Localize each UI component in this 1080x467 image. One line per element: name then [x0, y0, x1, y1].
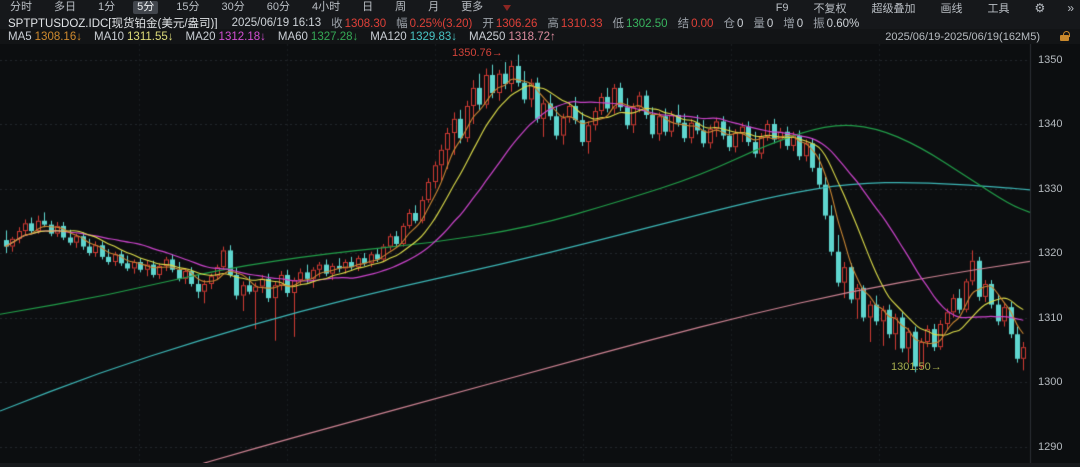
tab-月[interactable]: 月: [428, 1, 440, 13]
candlestick-chart-area[interactable]: 1350 1340 1330 1320 1310 1300 1290 1350.76→ 1301…: [0, 44, 1080, 467]
price-annotation-1: 1301.50→: [891, 361, 942, 373]
unlock-icon[interactable]: [1060, 31, 1070, 41]
menu-工具[interactable]: 工具: [987, 2, 1010, 15]
period-tab-bar: 分时 多日 1分 5分 15分 30分 60分 4小时 日 周 月 更多 F9 不复权 超级叠加 画线 工具 ⚙…: [0, 0, 1080, 15]
y-axis-label-1330: 1330: [1038, 182, 1063, 195]
ma-legend-MA60: MA60 1327.28↓: [277, 30, 359, 43]
ma-legend-bar: MA5 1308.16↓ MA10 1311.55↓ MA20 1312.18↓ MA60 1…: [0, 29, 1080, 44]
tab-分时[interactable]: 分时: [10, 1, 32, 13]
quote-field-低: 低 1302.50: [612, 17, 668, 30]
y-axis-label-1350: 1350: [1038, 53, 1063, 66]
quote-field-结: 结 0.00: [677, 17, 714, 30]
ma-legend-MA120: MA120 1329.83↓: [370, 30, 458, 43]
y-axis-label-1310: 1310: [1038, 311, 1063, 324]
y-axis-label-1340: 1340: [1038, 118, 1063, 130]
more-dropdown-icon[interactable]: [503, 4, 512, 11]
symbol-name: SPTPTUSDOZ.IDC[现货铂金(美元/盎司)]: [8, 17, 218, 30]
quote-field-高: 高 1310.33: [547, 17, 603, 30]
ma-legend-MA5: MA5 1308.16↓: [8, 30, 82, 43]
tab-4小时[interactable]: 4小时: [312, 1, 341, 13]
tab-1分[interactable]: 1分: [98, 1, 116, 13]
quote-field-振: 振 0.60%: [813, 17, 860, 30]
ma-legend-MA250: MA250 1318.72↑: [469, 30, 556, 43]
ma-legend-MA10: MA10 1311.55↓: [93, 30, 174, 43]
menu-画线[interactable]: 画线: [940, 2, 963, 15]
tab-日[interactable]: 日: [362, 1, 374, 13]
tab-更多[interactable]: 更多: [461, 1, 484, 13]
tab-60分[interactable]: 60分: [266, 1, 290, 13]
y-axis-label-1290: 1290: [1038, 440, 1063, 453]
quote-datetime: 2025/06/19 16:13: [231, 16, 322, 29]
quote-field-收: 收 1308.30: [331, 17, 387, 30]
tab-15分[interactable]: 15分: [176, 1, 200, 13]
gear-icon[interactable]: ⚙: [1034, 0, 1046, 15]
quote-info-bar: SPTPTUSDOZ.IDC[现货铂金(美元/盎司)] 2025/06/19 1…: [0, 15, 1080, 30]
menu-F9[interactable]: F9: [775, 1, 789, 14]
price-annotation-0: 1350.76→: [452, 47, 503, 59]
date-range-label: 2025/06/19-2025/06/19(162M5): [885, 30, 1040, 43]
tab-周[interactable]: 周: [395, 1, 407, 13]
quote-field-幅: 幅 0.25%(3.20): [396, 17, 473, 30]
y-axis-label-1320: 1320: [1038, 247, 1063, 259]
pane-divider: [0, 463, 1080, 467]
ma-legend-MA20: MA20 1312.18↓: [185, 30, 266, 43]
y-axis-label-1300: 1300: [1038, 376, 1063, 388]
menu-超级叠加[interactable]: 超级叠加: [871, 2, 916, 15]
tab-5分[interactable]: 5分: [133, 1, 159, 14]
candlestick-canvas[interactable]: [0, 44, 1080, 467]
quote-field-开: 开 1306.26: [482, 17, 538, 30]
tab-30分[interactable]: 30分: [221, 1, 245, 13]
expand-chevrons-icon[interactable]: »: [1067, 0, 1074, 15]
tab-多日[interactable]: 多日: [54, 1, 76, 13]
menu-不复权[interactable]: 不复权: [813, 2, 847, 15]
